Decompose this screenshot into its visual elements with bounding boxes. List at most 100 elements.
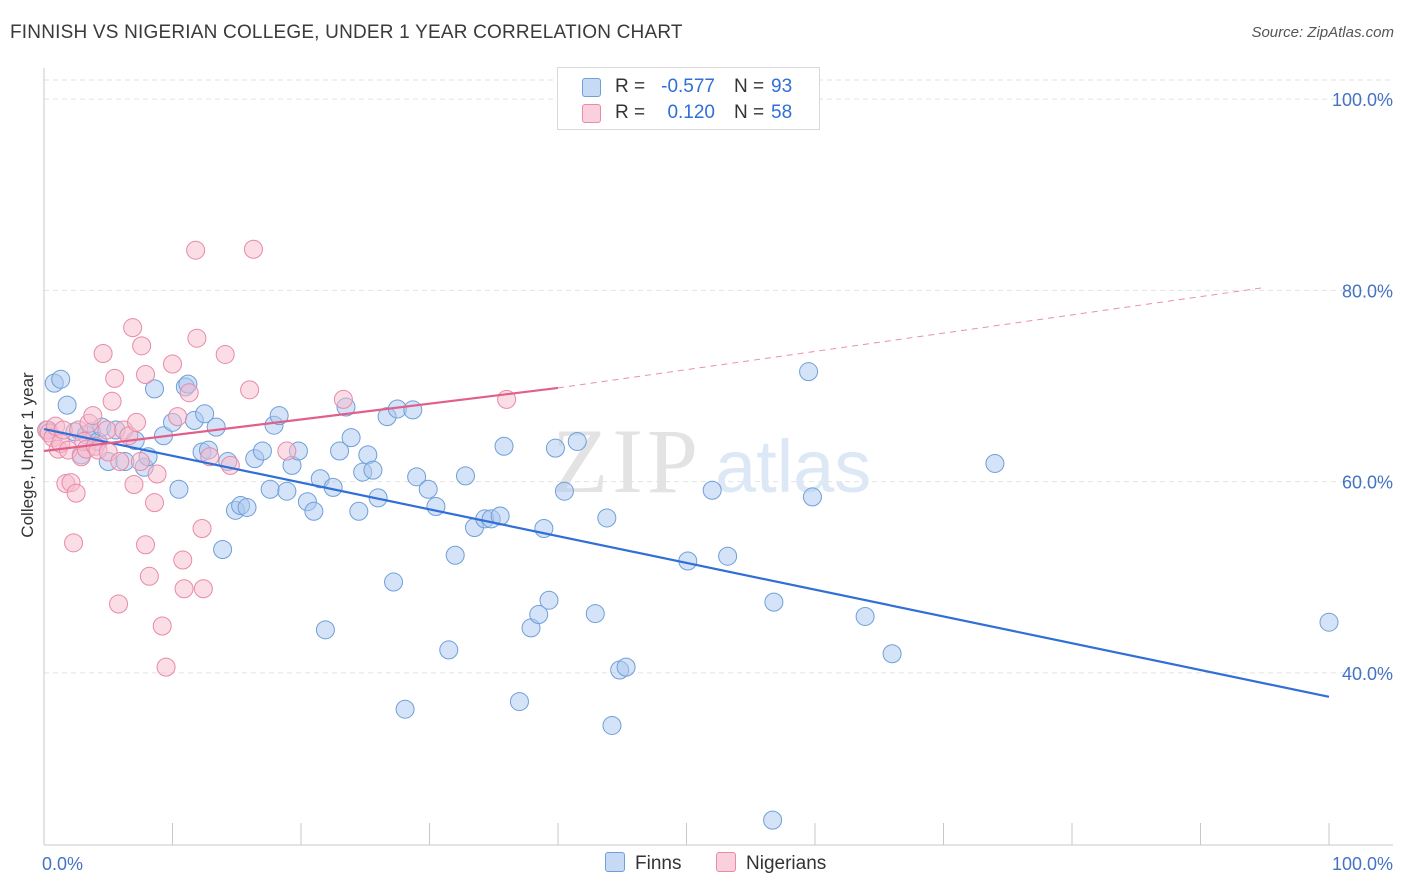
legend-item-nigerians[interactable]: Nigerians	[716, 852, 826, 875]
legend-item-finns[interactable]: Finns	[605, 852, 681, 875]
finns-point	[169, 479, 189, 499]
source-credit: Source: ZipAtlas.com	[1251, 24, 1394, 41]
n-label: N =	[734, 76, 765, 97]
finns-point	[57, 395, 77, 415]
nigerian-point	[83, 406, 103, 426]
nigerians-trendline	[43, 386, 559, 453]
finns-point	[985, 453, 1005, 473]
correlation-legend: R = -0.577 N = 93 R = 0.120 N = 58	[557, 67, 820, 130]
finns-point	[213, 540, 233, 560]
nigerian-point	[277, 441, 297, 461]
nigerians-trendline-extension	[557, 287, 1265, 389]
nigerian-point	[187, 328, 207, 348]
y-tick-label: 100.0%	[1332, 90, 1393, 110]
finns-point	[277, 481, 297, 501]
finns-point	[445, 545, 465, 565]
n-label: N =	[734, 102, 765, 123]
chart-title: FINNISH VS NIGERIAN COLLEGE, UNDER 1 YEA…	[10, 22, 683, 43]
finns-legend-swatch	[605, 852, 625, 872]
finns-point	[237, 497, 257, 517]
nigerian-point	[123, 318, 143, 338]
nigerian-point	[179, 383, 199, 403]
finns-point	[395, 699, 415, 719]
legend-row-finns: R = -0.577 N = 93	[558, 75, 819, 101]
x-tick-label: 100.0%	[1332, 854, 1393, 874]
nigerians-n-value: 58	[771, 102, 793, 123]
finns-point	[509, 692, 529, 712]
finns-point	[145, 379, 165, 399]
finns-point	[855, 606, 875, 626]
finns-trendline	[43, 427, 1330, 698]
nigerian-point	[139, 566, 159, 586]
finns-point	[304, 501, 324, 521]
nigerian-point	[109, 594, 129, 614]
nigerian-point	[215, 344, 235, 364]
nigerian-point	[173, 550, 193, 570]
nigerian-point	[124, 474, 144, 494]
r-label: R =	[615, 76, 646, 97]
finns-point	[439, 640, 459, 660]
nigerian-point	[132, 336, 152, 356]
nigerian-point	[243, 239, 263, 259]
x-tick-label: 0.0%	[42, 854, 83, 874]
watermark: ZIP atlas	[552, 410, 871, 512]
nigerians-legend-label: Nigerians	[746, 853, 827, 874]
nigerian-point	[147, 464, 167, 484]
nigerian-point	[192, 518, 212, 538]
finns-point	[1319, 612, 1339, 632]
nigerian-point	[163, 354, 182, 374]
finns-point	[403, 400, 423, 420]
finns-point	[799, 362, 819, 382]
finns-n-value: 93	[771, 76, 793, 97]
nigerian-point	[130, 452, 150, 472]
nigerian-point	[64, 533, 84, 553]
nigerian-point	[136, 365, 156, 385]
nigerian-point	[174, 579, 194, 599]
finns-point	[341, 428, 361, 448]
nigerian-point	[97, 420, 117, 440]
finns-point	[315, 620, 335, 640]
finns-point	[418, 479, 438, 499]
y-tick-label: 60.0%	[1342, 473, 1393, 493]
finns-point	[764, 592, 784, 612]
nigerians-points	[37, 239, 517, 677]
nigerian-point	[127, 412, 147, 432]
nigerian-point	[240, 380, 260, 400]
finns-point	[494, 436, 514, 456]
nigerian-point	[333, 389, 353, 409]
finns-point	[802, 487, 822, 507]
finns-point	[602, 715, 622, 735]
tick-labels: 100.0% 80.0% 60.0% 40.0% 0.0% 100.0%	[42, 90, 1393, 874]
watermark-zip: ZIP	[552, 410, 702, 512]
finns-point	[455, 466, 475, 486]
finns-point	[330, 441, 350, 461]
nigerian-point	[136, 535, 156, 555]
nigerian-point	[105, 368, 125, 388]
y-tick-label: 40.0%	[1342, 664, 1393, 684]
finns-point	[252, 441, 272, 461]
finns-point	[407, 467, 427, 487]
finns-point	[616, 657, 636, 677]
finns-point	[554, 481, 574, 501]
nigerian-point	[145, 493, 165, 513]
finns-legend-label: Finns	[635, 853, 682, 874]
finns-point	[195, 404, 215, 424]
nigerian-point	[200, 447, 220, 467]
finns-point	[718, 546, 738, 566]
nigerian-point	[102, 391, 122, 411]
trendlines	[43, 287, 1330, 698]
nigerian-point	[193, 579, 213, 599]
finns-point	[363, 460, 383, 480]
nigerian-point	[186, 240, 206, 260]
finns-point	[51, 369, 71, 389]
axes	[43, 68, 1393, 846]
nigerian-point	[220, 455, 240, 475]
r-label: R =	[615, 102, 646, 123]
nigerian-point	[110, 452, 130, 472]
nigerian-point	[156, 657, 176, 677]
finns-point	[585, 604, 605, 624]
nigerians-swatch	[582, 104, 601, 123]
nigerians-r-value: 0.120	[667, 102, 715, 123]
finns-r-value: -0.577	[661, 76, 715, 97]
